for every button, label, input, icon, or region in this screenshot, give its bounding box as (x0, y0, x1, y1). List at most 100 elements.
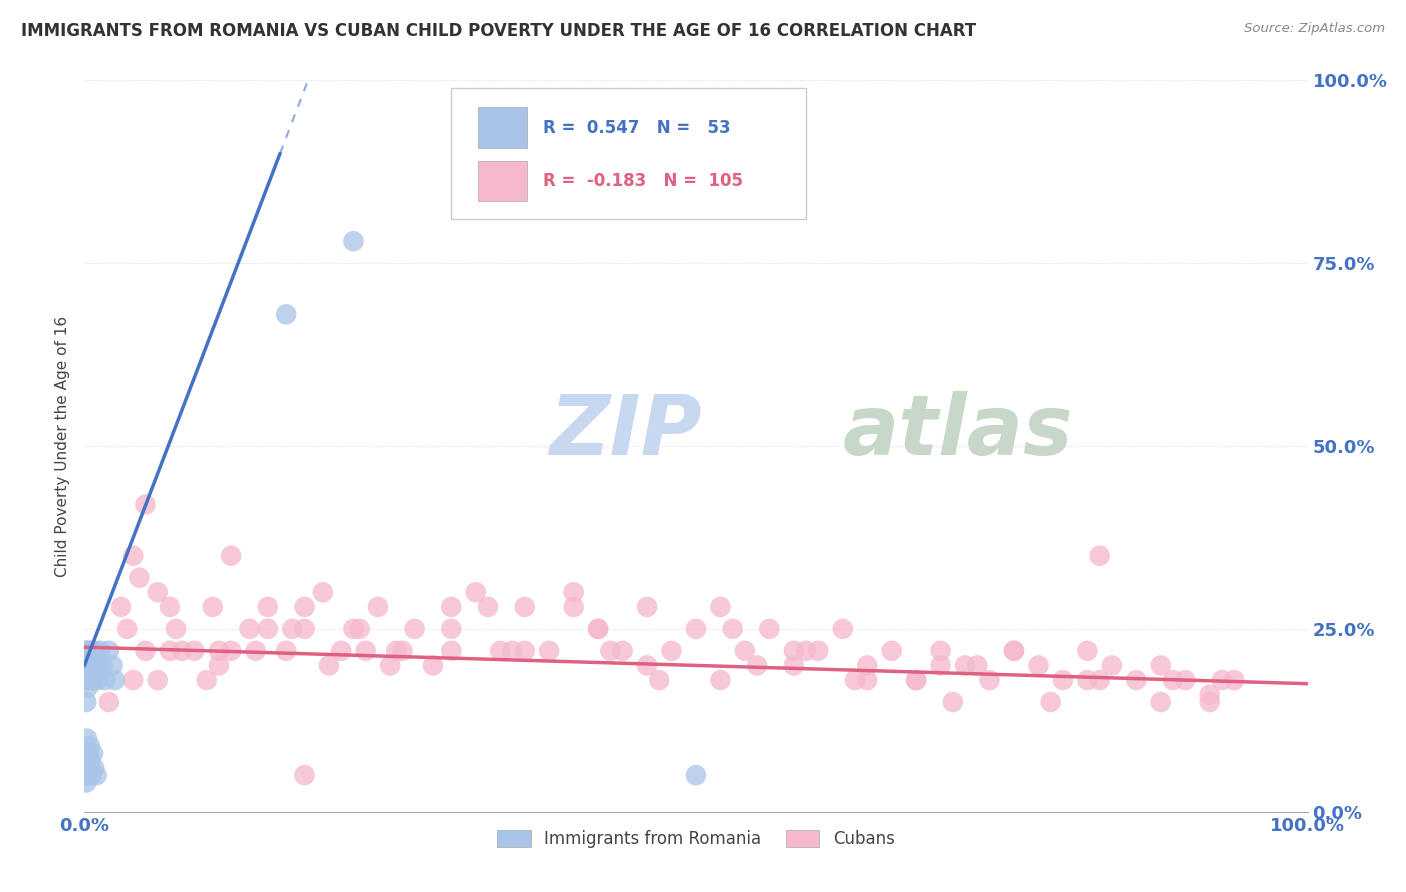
Point (942, 695, 965, 709)
Text: Source: ZipAtlas.com: Source: ZipAtlas.com (1244, 22, 1385, 36)
Point (599, 644, 621, 658)
Point (391, 644, 413, 658)
Point (77, 644, 100, 658)
Point (276, 307, 298, 321)
Point (709, 599, 731, 614)
Point (685, 622, 707, 636)
Point (844, 673, 866, 687)
Point (257, 599, 280, 614)
Point (562, 599, 585, 614)
Point (807, 644, 830, 658)
Point (1088, 673, 1111, 687)
Point (294, 599, 316, 614)
Point (794, 644, 817, 658)
Point (880, 644, 903, 658)
Point (586, 622, 609, 636)
Point (783, 644, 806, 658)
Point (953, 658, 976, 673)
Point (77, 665, 100, 680)
Point (709, 673, 731, 687)
Point (128, 571, 150, 585)
Point (1028, 658, 1050, 673)
Point (905, 673, 928, 687)
Point (318, 658, 340, 673)
Point (77, 761, 100, 775)
Point (87, 673, 110, 687)
Point (101, 658, 124, 673)
Point (75, 673, 97, 687)
Point (195, 673, 218, 687)
Point (219, 644, 242, 658)
Point (122, 549, 145, 563)
Point (685, 768, 707, 782)
Point (115, 622, 138, 636)
Point (238, 622, 260, 636)
Point (294, 768, 316, 782)
Point (87, 658, 110, 673)
Point (648, 673, 671, 687)
Point (1101, 658, 1123, 673)
Point (77, 651, 100, 665)
Point (76, 658, 98, 673)
Point (76, 658, 98, 673)
Point (636, 599, 658, 614)
Point (83, 658, 105, 673)
Point (1211, 673, 1233, 687)
Point (219, 549, 242, 563)
Point (159, 644, 181, 658)
Point (276, 644, 298, 658)
Point (76, 731, 98, 746)
Point (79, 739, 101, 753)
Point (89, 644, 111, 658)
Point (1150, 658, 1173, 673)
Point (342, 622, 364, 636)
Point (104, 673, 127, 687)
Point (747, 658, 769, 673)
Point (83, 761, 105, 775)
Point (1002, 644, 1025, 658)
Point (76, 673, 98, 687)
Point (380, 658, 402, 673)
Point (349, 622, 371, 636)
Point (159, 599, 181, 614)
Point (513, 644, 536, 658)
Point (1150, 695, 1173, 709)
Point (422, 658, 444, 673)
Point (165, 622, 187, 636)
Point (856, 658, 879, 673)
Bar (478, 161, 527, 201)
Point (82, 658, 104, 673)
Point (440, 644, 463, 658)
Point (929, 644, 952, 658)
Point (562, 585, 585, 599)
Point (354, 644, 377, 658)
Point (489, 644, 512, 658)
Point (1223, 673, 1246, 687)
Point (636, 658, 658, 673)
Point (966, 658, 988, 673)
Point (404, 622, 426, 636)
Text: R =  -0.183   N =  105: R = -0.183 N = 105 (543, 172, 742, 190)
Point (73, 768, 96, 782)
Point (979, 673, 1001, 687)
Point (1125, 673, 1147, 687)
Point (440, 599, 463, 614)
Point (79, 658, 101, 673)
Point (294, 622, 316, 636)
Point (146, 585, 169, 599)
Point (97, 644, 120, 658)
Point (76, 644, 98, 658)
Point (75, 775, 97, 789)
Point (758, 622, 780, 636)
Point (77, 746, 100, 760)
Point (385, 644, 408, 658)
Point (464, 585, 486, 599)
Point (477, 599, 499, 614)
Point (1174, 673, 1197, 687)
Point (86, 658, 108, 673)
Point (77, 768, 100, 782)
Point (281, 622, 304, 636)
Point (80, 673, 103, 687)
Point (77, 658, 100, 673)
Point (734, 644, 756, 658)
